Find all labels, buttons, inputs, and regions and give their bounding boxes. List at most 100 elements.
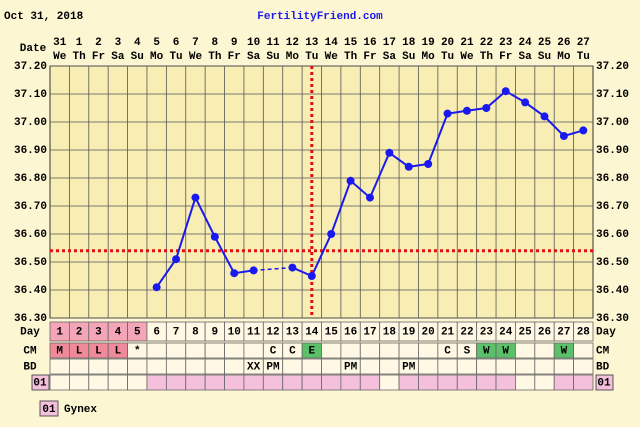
- temperature-point: [462, 106, 471, 115]
- row-cell: [573, 321, 594, 342]
- row-label-box: [31, 374, 50, 391]
- row-cell-text: 6: [153, 326, 160, 338]
- row-cell-text: 27: [557, 326, 570, 338]
- row-cell-text: 8: [192, 326, 199, 338]
- temperature-point: [482, 104, 491, 112]
- row-cell-text: C: [289, 345, 296, 357]
- row-cell: [456, 374, 478, 391]
- date-label: 25: [538, 37, 552, 49]
- row-cell: [165, 342, 187, 359]
- row-cell-text: W: [483, 345, 490, 357]
- temperature-point: [521, 98, 530, 107]
- y2-tick-label: 36.30: [596, 313, 629, 325]
- temperature-point: [443, 109, 452, 118]
- date-label: 9: [231, 37, 238, 49]
- weekday-label: Mo: [286, 51, 300, 63]
- weekday-label: Sa: [383, 51, 397, 63]
- row-label-right: CM: [596, 345, 610, 357]
- row-cell-text: S: [464, 345, 471, 357]
- date-label: 7: [192, 37, 199, 49]
- y-tick-label: 37.10: [14, 89, 47, 101]
- weekday-label: Fr: [363, 51, 376, 63]
- y-tick-label: 36.30: [14, 313, 47, 325]
- row-cell-text: W: [502, 345, 509, 357]
- row-cell-text: W: [561, 345, 568, 357]
- row-label: 01: [33, 377, 47, 389]
- row-label: CM: [23, 345, 37, 357]
- temperature-point: [365, 193, 374, 202]
- row-cell: [515, 342, 536, 359]
- row-label: BD: [23, 361, 37, 373]
- y-tick-label: 37.00: [14, 117, 47, 129]
- row-cell: [437, 358, 458, 375]
- weekday-label: Fr: [92, 51, 105, 63]
- weekday-label: Tu: [577, 51, 590, 63]
- row-cell: [418, 358, 439, 375]
- row-cell: [224, 342, 245, 359]
- row-cell-text: 13: [286, 326, 300, 338]
- date-label: 26: [557, 37, 570, 49]
- temperature-point: [579, 126, 588, 135]
- row-cell-text: 28: [577, 326, 591, 338]
- date-label: 12: [286, 37, 299, 49]
- row-cell-text: XX: [247, 361, 261, 373]
- legend-name: Gynex: [64, 404, 97, 416]
- date-label: 17: [383, 37, 396, 49]
- row-cell: [88, 374, 109, 391]
- date-label: 3: [115, 37, 122, 49]
- weekday-label: Fr: [228, 51, 241, 63]
- date-label: 20: [441, 37, 454, 49]
- row-cell: [418, 342, 439, 359]
- row-cell: [573, 374, 594, 391]
- date-label: 31: [53, 37, 67, 49]
- row-cell: [243, 374, 264, 391]
- row-cell-text: 25: [519, 326, 533, 338]
- temperature-point: [307, 272, 316, 280]
- date-label: 18: [402, 37, 416, 49]
- row-cell: [127, 358, 148, 375]
- temperature-point: [540, 112, 549, 121]
- row-cell: [204, 374, 225, 391]
- row-cell: [224, 374, 245, 391]
- legend-code: 01: [42, 404, 56, 416]
- temperature-point: [172, 255, 181, 264]
- row-cell-text: PM: [266, 361, 280, 373]
- row-cell: [68, 374, 90, 391]
- y-tick-label: 36.60: [14, 229, 47, 241]
- row-cell: [340, 342, 361, 359]
- row-cell: [573, 358, 594, 375]
- y2-tick-label: 36.50: [596, 257, 629, 269]
- row-cell: [553, 374, 575, 391]
- row-cell: [185, 358, 206, 375]
- date-label: 21: [460, 37, 474, 49]
- weekday-label: Th: [480, 51, 493, 63]
- row-cell-text: PM: [344, 361, 358, 373]
- weekday-label: We: [460, 51, 474, 63]
- row-cell: [418, 374, 439, 391]
- row-cell: [68, 358, 90, 375]
- row-cell: [262, 374, 284, 391]
- row-cell-text: 2: [76, 326, 83, 338]
- date-label: 8: [212, 37, 219, 49]
- temperature-point: [327, 230, 336, 238]
- y2-tick-label: 36.60: [596, 229, 629, 241]
- date-label: 6: [173, 37, 180, 49]
- row-cell: [224, 358, 245, 375]
- row-cell: [282, 374, 303, 391]
- row-cell-text: 15: [325, 326, 339, 338]
- row-cell-text: 12: [266, 326, 279, 338]
- row-cell-text: 18: [383, 326, 397, 338]
- row-cell-text: 11: [247, 326, 261, 338]
- site-name: FertilityFriend.com: [257, 11, 383, 23]
- row-cell-text: 10: [228, 326, 241, 338]
- row-cell: [185, 374, 206, 391]
- weekday-label: Th: [72, 51, 85, 63]
- weekday-label: Su: [131, 51, 144, 63]
- row-cell: [379, 342, 400, 359]
- row-cell: [146, 342, 167, 359]
- temperature-point: [152, 283, 161, 292]
- y-tick-label: 37.20: [14, 61, 47, 73]
- date-label: 23: [499, 37, 513, 49]
- y2-tick-label: 37.00: [596, 117, 629, 129]
